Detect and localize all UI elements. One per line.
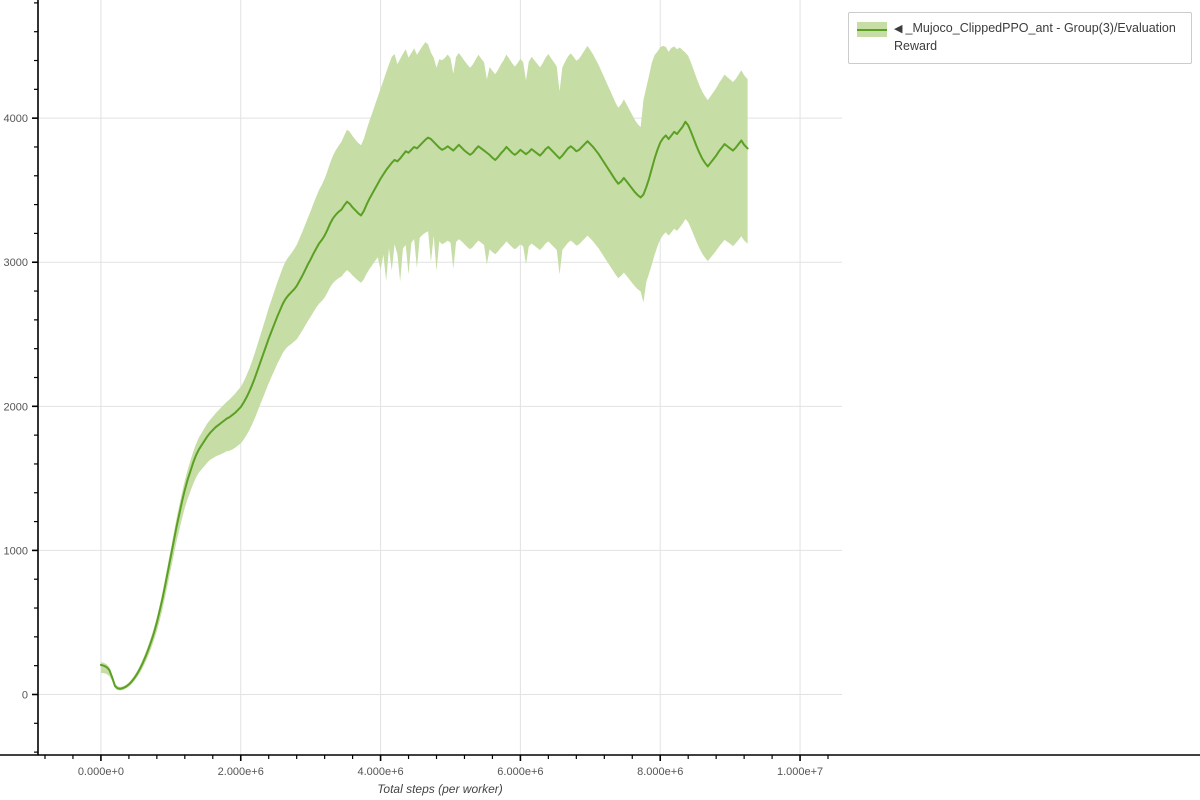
y-tick-label: 3000 <box>4 257 28 269</box>
y-tick-label: 2000 <box>4 401 28 413</box>
legend-series-name: _Mujoco_ClippedPPO_ant - Group(3)/Evalua… <box>894 21 1176 53</box>
legend-entry-label[interactable]: ◀ _Mujoco_ClippedPPO_ant - Group(3)/Eval… <box>894 20 1183 55</box>
legend[interactable]: ◀ _Mujoco_ClippedPPO_ant - Group(3)/Eval… <box>848 12 1192 64</box>
series-line <box>99 120 749 690</box>
y-tick-label: 1000 <box>4 545 28 557</box>
y-tick-label: 0 <box>22 689 28 701</box>
x-axis-title: Total steps (per worker) <box>377 782 503 796</box>
legend-color-swatch <box>857 22 887 37</box>
legend-marker-icon: ◀ <box>894 23 906 35</box>
confidence-band <box>100 42 748 691</box>
x-tick-label: 2.000e+6 <box>218 766 264 778</box>
y-tick-label: 4000 <box>4 113 28 125</box>
axes <box>0 0 1200 761</box>
x-tick-label: 0.000e+0 <box>78 766 124 778</box>
x-tick-label: 8.000e+6 <box>637 766 683 778</box>
x-tick-label: 6.000e+6 <box>497 766 543 778</box>
tick-labels: 0 1000 2000 3000 4000 0.000e+0 2.000e+6 4.000e+… <box>4 113 824 778</box>
x-tick-label: 1.000e+7 <box>777 766 823 778</box>
legend-line-swatch <box>857 28 887 31</box>
x-tick-label: 4.000e+6 <box>357 766 403 778</box>
